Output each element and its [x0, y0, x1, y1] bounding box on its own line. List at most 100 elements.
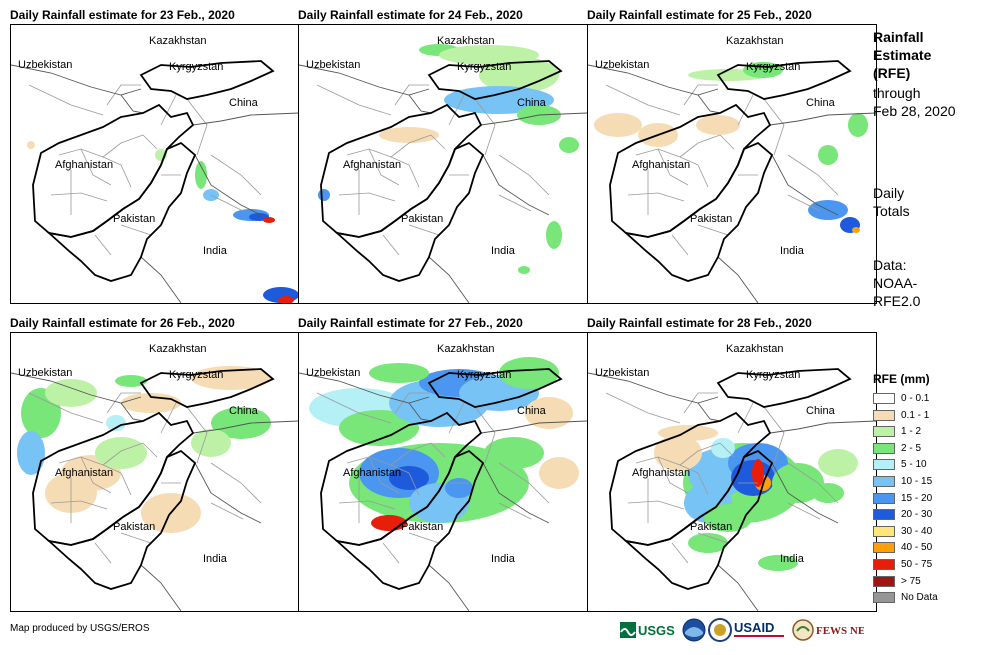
rainfall-area: [45, 379, 97, 407]
legend-swatch: [873, 575, 895, 587]
legend-swatch: [873, 475, 895, 487]
country-border: [299, 372, 430, 404]
province-boundary: [657, 148, 689, 186]
province-boundary: [102, 134, 144, 158]
country-label-afghanistan: Afghanistan: [55, 159, 114, 171]
province-boundary: [106, 84, 141, 106]
country-border: [697, 94, 721, 114]
legend-item: 0.1 - 1: [873, 409, 930, 426]
country-border: [408, 402, 432, 422]
province-boundary: [498, 502, 532, 520]
country-border: [769, 112, 876, 126]
country-label-afghanistan: Afghanistan: [343, 467, 402, 479]
province-boundary: [120, 532, 152, 544]
country-label-kazakhstan: Kazakhstan: [437, 35, 495, 47]
province-boundary: [498, 462, 550, 504]
rainfall-area: [479, 57, 559, 93]
country-border: [769, 420, 876, 434]
province-boundary: [448, 94, 465, 126]
country-border: [120, 94, 144, 114]
province-boundary: [605, 392, 681, 424]
side-daily-line1: Daily: [873, 185, 905, 201]
side-title-line2: Estimate: [873, 47, 932, 63]
rainfall-area: [379, 127, 439, 143]
rainfall-area: [654, 435, 702, 471]
rainfall-area: [484, 437, 544, 469]
legend-item: No Data: [873, 591, 938, 608]
country-label-uzbekistan: Uzbekistan: [595, 59, 650, 71]
province-boundary: [28, 84, 104, 116]
rainfall-map: Kazakhstan Uzbekistan Kyrgyzstan China Afgha…: [10, 332, 300, 612]
rainfall-area: [818, 449, 858, 477]
kyrgyzstan-outline: [139, 368, 275, 408]
rainfall-map: Kazakhstan Uzbekistan Kyrgyzstan China Afgha…: [587, 24, 877, 304]
rfe-legend: RFE (mm) 0 - 0.1 0.1 - 1 1 - 2 2 - 5 5 - 10 1…: [873, 372, 938, 608]
country-label-afghanistan: Afghanistan: [632, 467, 691, 479]
country-border: [771, 462, 839, 524]
country-label-pakistan: Pakistan: [113, 521, 156, 533]
country-border: [11, 372, 142, 404]
country-border: [588, 372, 719, 404]
panel-title: Daily Rainfall estimate for 27 Feb., 202…: [298, 316, 523, 330]
country-label-india: India: [780, 553, 804, 565]
country-label-afghanistan: Afghanistan: [632, 159, 691, 171]
rainfall-area: [17, 431, 45, 475]
rainfall-area: [704, 504, 752, 532]
country-border: [717, 256, 759, 303]
panel-title: Daily Rainfall estimate for 26 Feb., 202…: [10, 316, 235, 330]
side-data-line1: Data:: [873, 257, 907, 273]
province-boundary: [408, 164, 420, 188]
province-boundary: [683, 392, 718, 414]
legend-label: 2 - 5: [901, 442, 922, 454]
province-boundary: [160, 94, 177, 126]
country-label-pakistan: Pakistan: [113, 213, 156, 225]
rainfall-area: [711, 438, 735, 458]
country-border: [192, 420, 299, 434]
province-boundary: [94, 542, 112, 564]
fewsnet-logo-text: FEWS NET: [816, 625, 864, 637]
country-label-kyrgyzstan: Kyrgyzstan: [746, 61, 801, 73]
country-border: [11, 64, 142, 96]
legend-label: No Data: [901, 592, 938, 604]
province-boundary: [719, 134, 735, 150]
country-border: [194, 462, 262, 524]
province-boundary: [787, 462, 839, 504]
province-boundary: [102, 442, 144, 466]
rainfall-area: [772, 463, 824, 503]
country-border: [697, 402, 721, 422]
map-panel: Daily Rainfall estimate for 27 Feb., 202…: [298, 316, 588, 616]
province-boundary: [605, 84, 681, 116]
province-boundary: [346, 148, 410, 166]
province-boundary: [683, 84, 718, 106]
rainfall-area: [852, 227, 860, 233]
province-boundary: [142, 134, 158, 150]
province-boundary: [408, 532, 440, 544]
country-border: [194, 154, 262, 216]
legend-label: 5 - 10: [901, 459, 927, 471]
province-boundary: [338, 500, 396, 510]
country-label-uzbekistan: Uzbekistan: [595, 367, 650, 379]
country-label-afghanistan: Afghanistan: [55, 467, 114, 479]
province-boundary: [763, 98, 785, 156]
province-boundary: [346, 456, 410, 474]
province-boundary: [160, 402, 177, 434]
province-boundary: [430, 134, 446, 150]
side-through-line2: Feb 28, 2020: [873, 103, 956, 119]
province-boundary: [368, 456, 400, 494]
rainfall-area: [211, 407, 271, 439]
province-boundary: [394, 392, 429, 414]
legend-item: 10 - 15: [873, 475, 932, 492]
legend-title: RFE (mm): [873, 372, 930, 386]
province-boundary: [50, 192, 108, 202]
map-graphic: [588, 368, 876, 611]
province-boundary: [448, 402, 465, 434]
province-boundary: [737, 94, 754, 126]
legend-swatch: [873, 592, 895, 604]
rainfall-area: [389, 466, 429, 490]
rainfall-area: [848, 113, 868, 137]
province-boundary: [763, 406, 785, 464]
country-label-kyrgyzstan: Kyrgyzstan: [746, 369, 801, 381]
province-boundary: [635, 456, 699, 474]
country-border: [120, 402, 144, 422]
province-boundary: [94, 234, 112, 256]
